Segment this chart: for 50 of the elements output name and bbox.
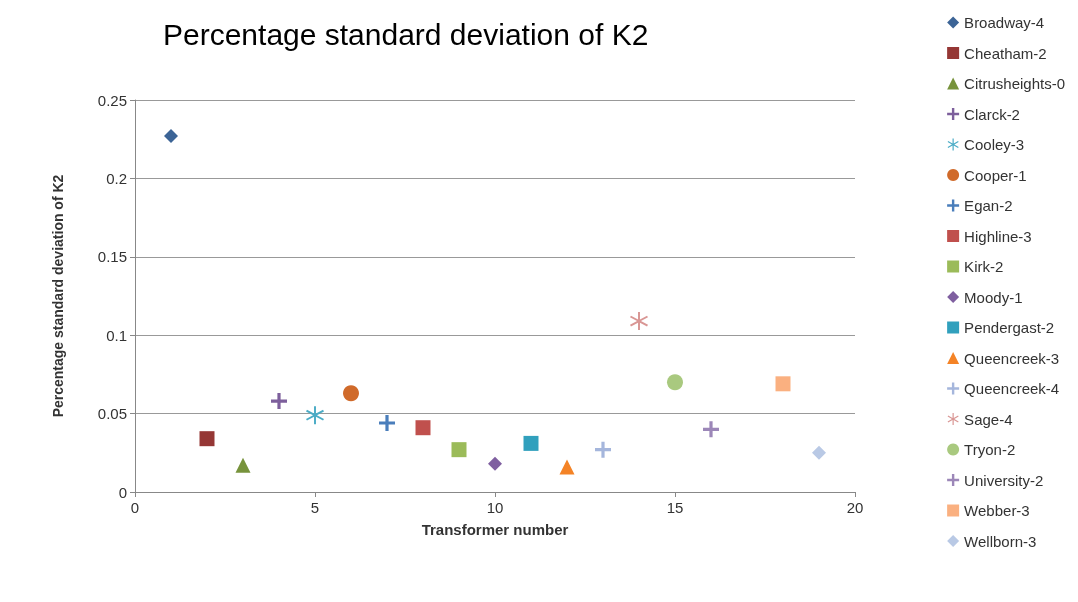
point (523, 435, 539, 451)
chart-title: Percentage standard deviation of K2 (163, 17, 649, 51)
y-tick-label: 0.05 (97, 405, 127, 423)
legend-label: Clarck-2 (964, 105, 1020, 123)
x-tick-label: 5 (310, 499, 320, 516)
legend-label: Highline-3 (964, 227, 1032, 245)
legend-label: Queencreek-3 (964, 349, 1060, 367)
point (235, 457, 251, 473)
legend-label: Broadway-4 (964, 14, 1045, 31)
x-tick-label: 10 (486, 499, 504, 516)
x-tick-label: 0 (130, 499, 140, 516)
legend-label: Webber-3 (964, 502, 1030, 519)
legend-label: Cooper-1 (964, 166, 1027, 184)
point (164, 129, 178, 144)
legend-label: Queencreek-4 (964, 380, 1060, 397)
point (451, 442, 467, 458)
x-tick-label: 15 (666, 499, 684, 516)
y-axis-title: Percentage standard deviation of K2 (50, 174, 66, 418)
point (199, 431, 215, 447)
legend-label: Moody-1 (964, 288, 1023, 306)
point (812, 445, 826, 460)
point (775, 376, 791, 392)
y-tick-label: 0 (118, 483, 127, 501)
point (271, 393, 287, 410)
point (306, 406, 324, 425)
point (343, 385, 359, 402)
legend-label: Kirk-2 (964, 258, 1004, 275)
legend-label: Tryon-2 (964, 441, 1016, 458)
point (595, 441, 611, 458)
y-tick-label: 0.15 (97, 248, 127, 266)
x-axis-title: Transformer number (421, 521, 569, 538)
y-tick-label: 0.25 (97, 91, 127, 109)
x-tick-label: 20 (846, 499, 864, 516)
legend-label: Egan-2 (964, 197, 1013, 214)
legend-label: Citrusheights-0 (964, 75, 1066, 92)
point (488, 456, 502, 471)
point (703, 421, 719, 438)
legend-label: Wellborn-3 (964, 532, 1037, 550)
point (630, 312, 648, 331)
point (415, 420, 431, 436)
legend-label: Cooley-3 (964, 136, 1025, 153)
y-tick-label: 0.2 (106, 169, 127, 187)
legend-label: Sage-4 (964, 410, 1013, 428)
legend-label: Pendergast-2 (964, 319, 1055, 336)
point (379, 415, 395, 432)
legend-label: Cheatham-2 (964, 44, 1047, 62)
legend-label: University-2 (964, 471, 1044, 489)
point (667, 374, 683, 391)
y-tick-label: 0.1 (106, 326, 127, 344)
point (559, 459, 575, 475)
